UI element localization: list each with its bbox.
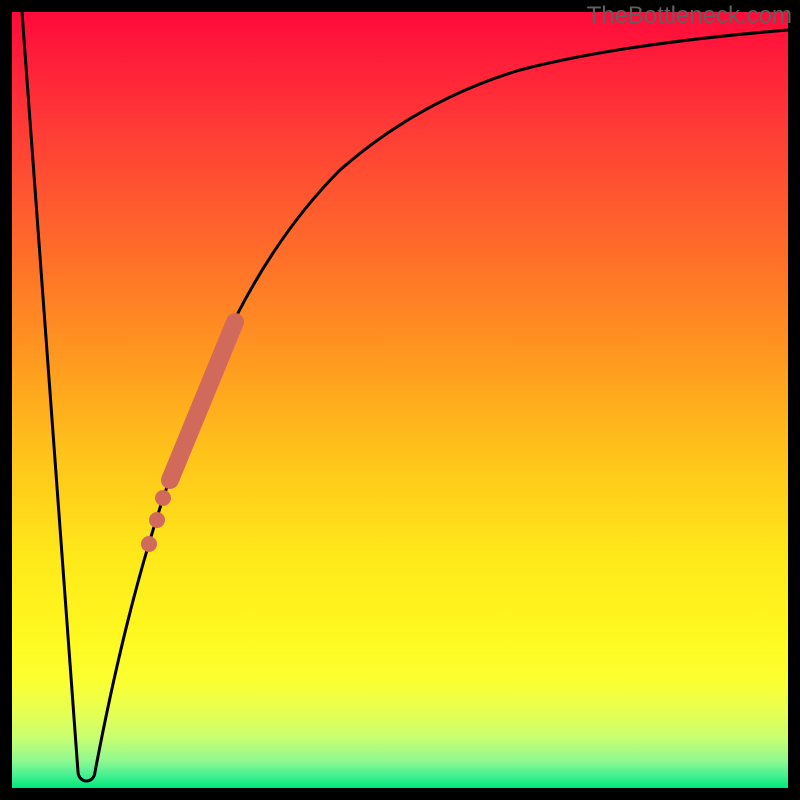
bottleneck-chart: TheBottleneck.com <box>0 0 800 800</box>
watermark-text: TheBottleneck.com <box>587 2 792 30</box>
chart-svg <box>0 0 800 800</box>
